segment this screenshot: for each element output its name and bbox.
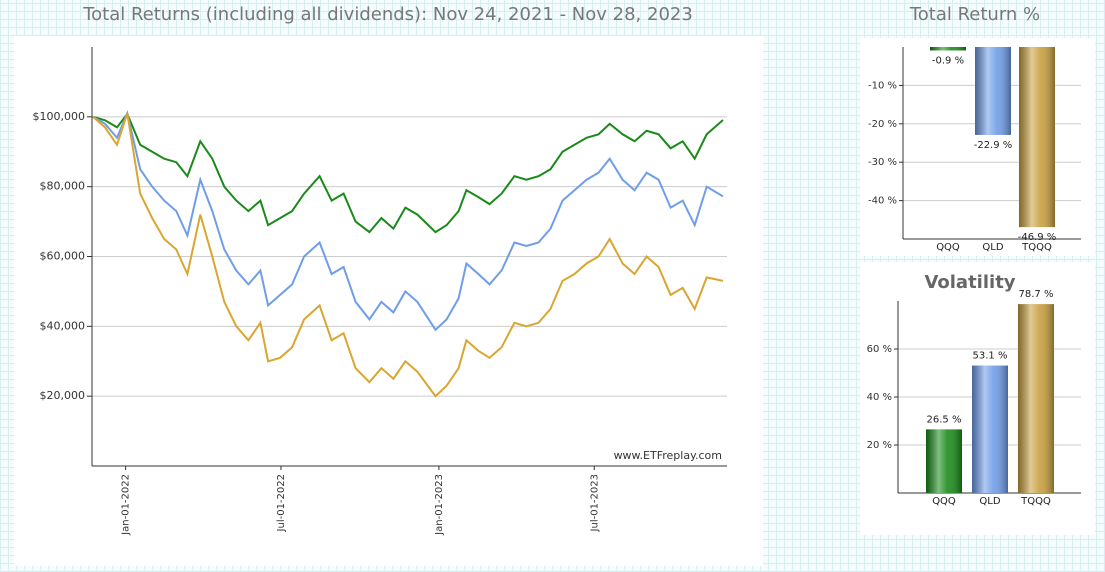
y-tick-label: $60,000 bbox=[40, 250, 86, 263]
value-label: 26.5 % bbox=[927, 414, 962, 425]
bar-shine bbox=[926, 429, 962, 493]
y-tick-label: -30 % bbox=[868, 157, 897, 168]
value-label: 53.1 % bbox=[973, 351, 1008, 362]
y-tick-label: -10 % bbox=[868, 80, 897, 91]
bar-shine bbox=[972, 365, 1008, 493]
y-tick-label: 60 % bbox=[867, 344, 892, 355]
y-tick-label: $20,000 bbox=[40, 389, 86, 402]
y-tick-label: 40 % bbox=[867, 392, 892, 403]
chart-title: Total Return % bbox=[909, 4, 1040, 25]
value-label: 78.7 % bbox=[1019, 289, 1054, 300]
bar-shine bbox=[1019, 47, 1055, 228]
y-tick-label: $100,000 bbox=[33, 110, 86, 123]
value-label: -46.9 % bbox=[1018, 232, 1057, 243]
y-tick-label: $80,000 bbox=[40, 180, 86, 193]
watermark: www.ETFreplay.com bbox=[614, 449, 722, 462]
x-tick-label: QQQ bbox=[936, 242, 960, 253]
x-tick-label: Jul-01-2023 bbox=[589, 474, 600, 532]
y-tick-label: -20 % bbox=[868, 119, 897, 130]
line-series bbox=[92, 110, 724, 332]
bar-shine bbox=[1018, 304, 1054, 493]
line-series bbox=[92, 112, 724, 398]
x-tick-label: TQQQ bbox=[1020, 496, 1051, 507]
x-tick-label: QQQ bbox=[932, 496, 956, 507]
x-tick-label: QLD bbox=[982, 242, 1003, 253]
value-label: -0.9 % bbox=[932, 55, 964, 66]
panel bbox=[14, 36, 763, 566]
y-tick-label: -40 % bbox=[868, 196, 897, 207]
line-series bbox=[92, 112, 724, 234]
y-tick-label: $40,000 bbox=[40, 319, 86, 332]
chart-title: Total Returns (including all dividends):… bbox=[82, 4, 693, 25]
bar-shine bbox=[930, 47, 966, 51]
bar-shine bbox=[975, 47, 1011, 135]
x-tick-label: Jul-01-2022 bbox=[276, 474, 287, 532]
value-label: -22.9 % bbox=[974, 140, 1013, 151]
x-tick-label: Jan-01-2022 bbox=[121, 474, 132, 536]
chart-title: Volatility bbox=[924, 272, 1015, 293]
x-tick-label: Jan-01-2023 bbox=[434, 474, 445, 536]
x-tick-label: QLD bbox=[979, 496, 1000, 507]
y-tick-label: 20 % bbox=[867, 440, 892, 451]
x-tick-label: TQQQ bbox=[1021, 242, 1052, 253]
